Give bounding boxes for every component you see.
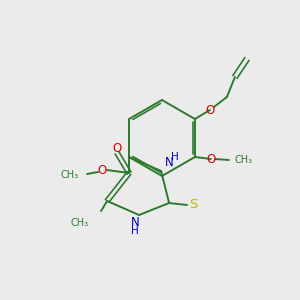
Text: CH₃: CH₃	[61, 170, 79, 180]
Text: O: O	[206, 152, 215, 166]
Text: O: O	[112, 142, 122, 154]
Text: S: S	[189, 199, 197, 212]
Text: O: O	[205, 103, 214, 116]
Text: CH₃: CH₃	[235, 155, 253, 165]
Text: O: O	[98, 164, 107, 178]
Text: CH₃: CH₃	[71, 218, 89, 228]
Text: H: H	[171, 152, 179, 162]
Text: H: H	[131, 226, 139, 236]
Text: N: N	[165, 157, 173, 169]
Text: N: N	[131, 217, 140, 230]
